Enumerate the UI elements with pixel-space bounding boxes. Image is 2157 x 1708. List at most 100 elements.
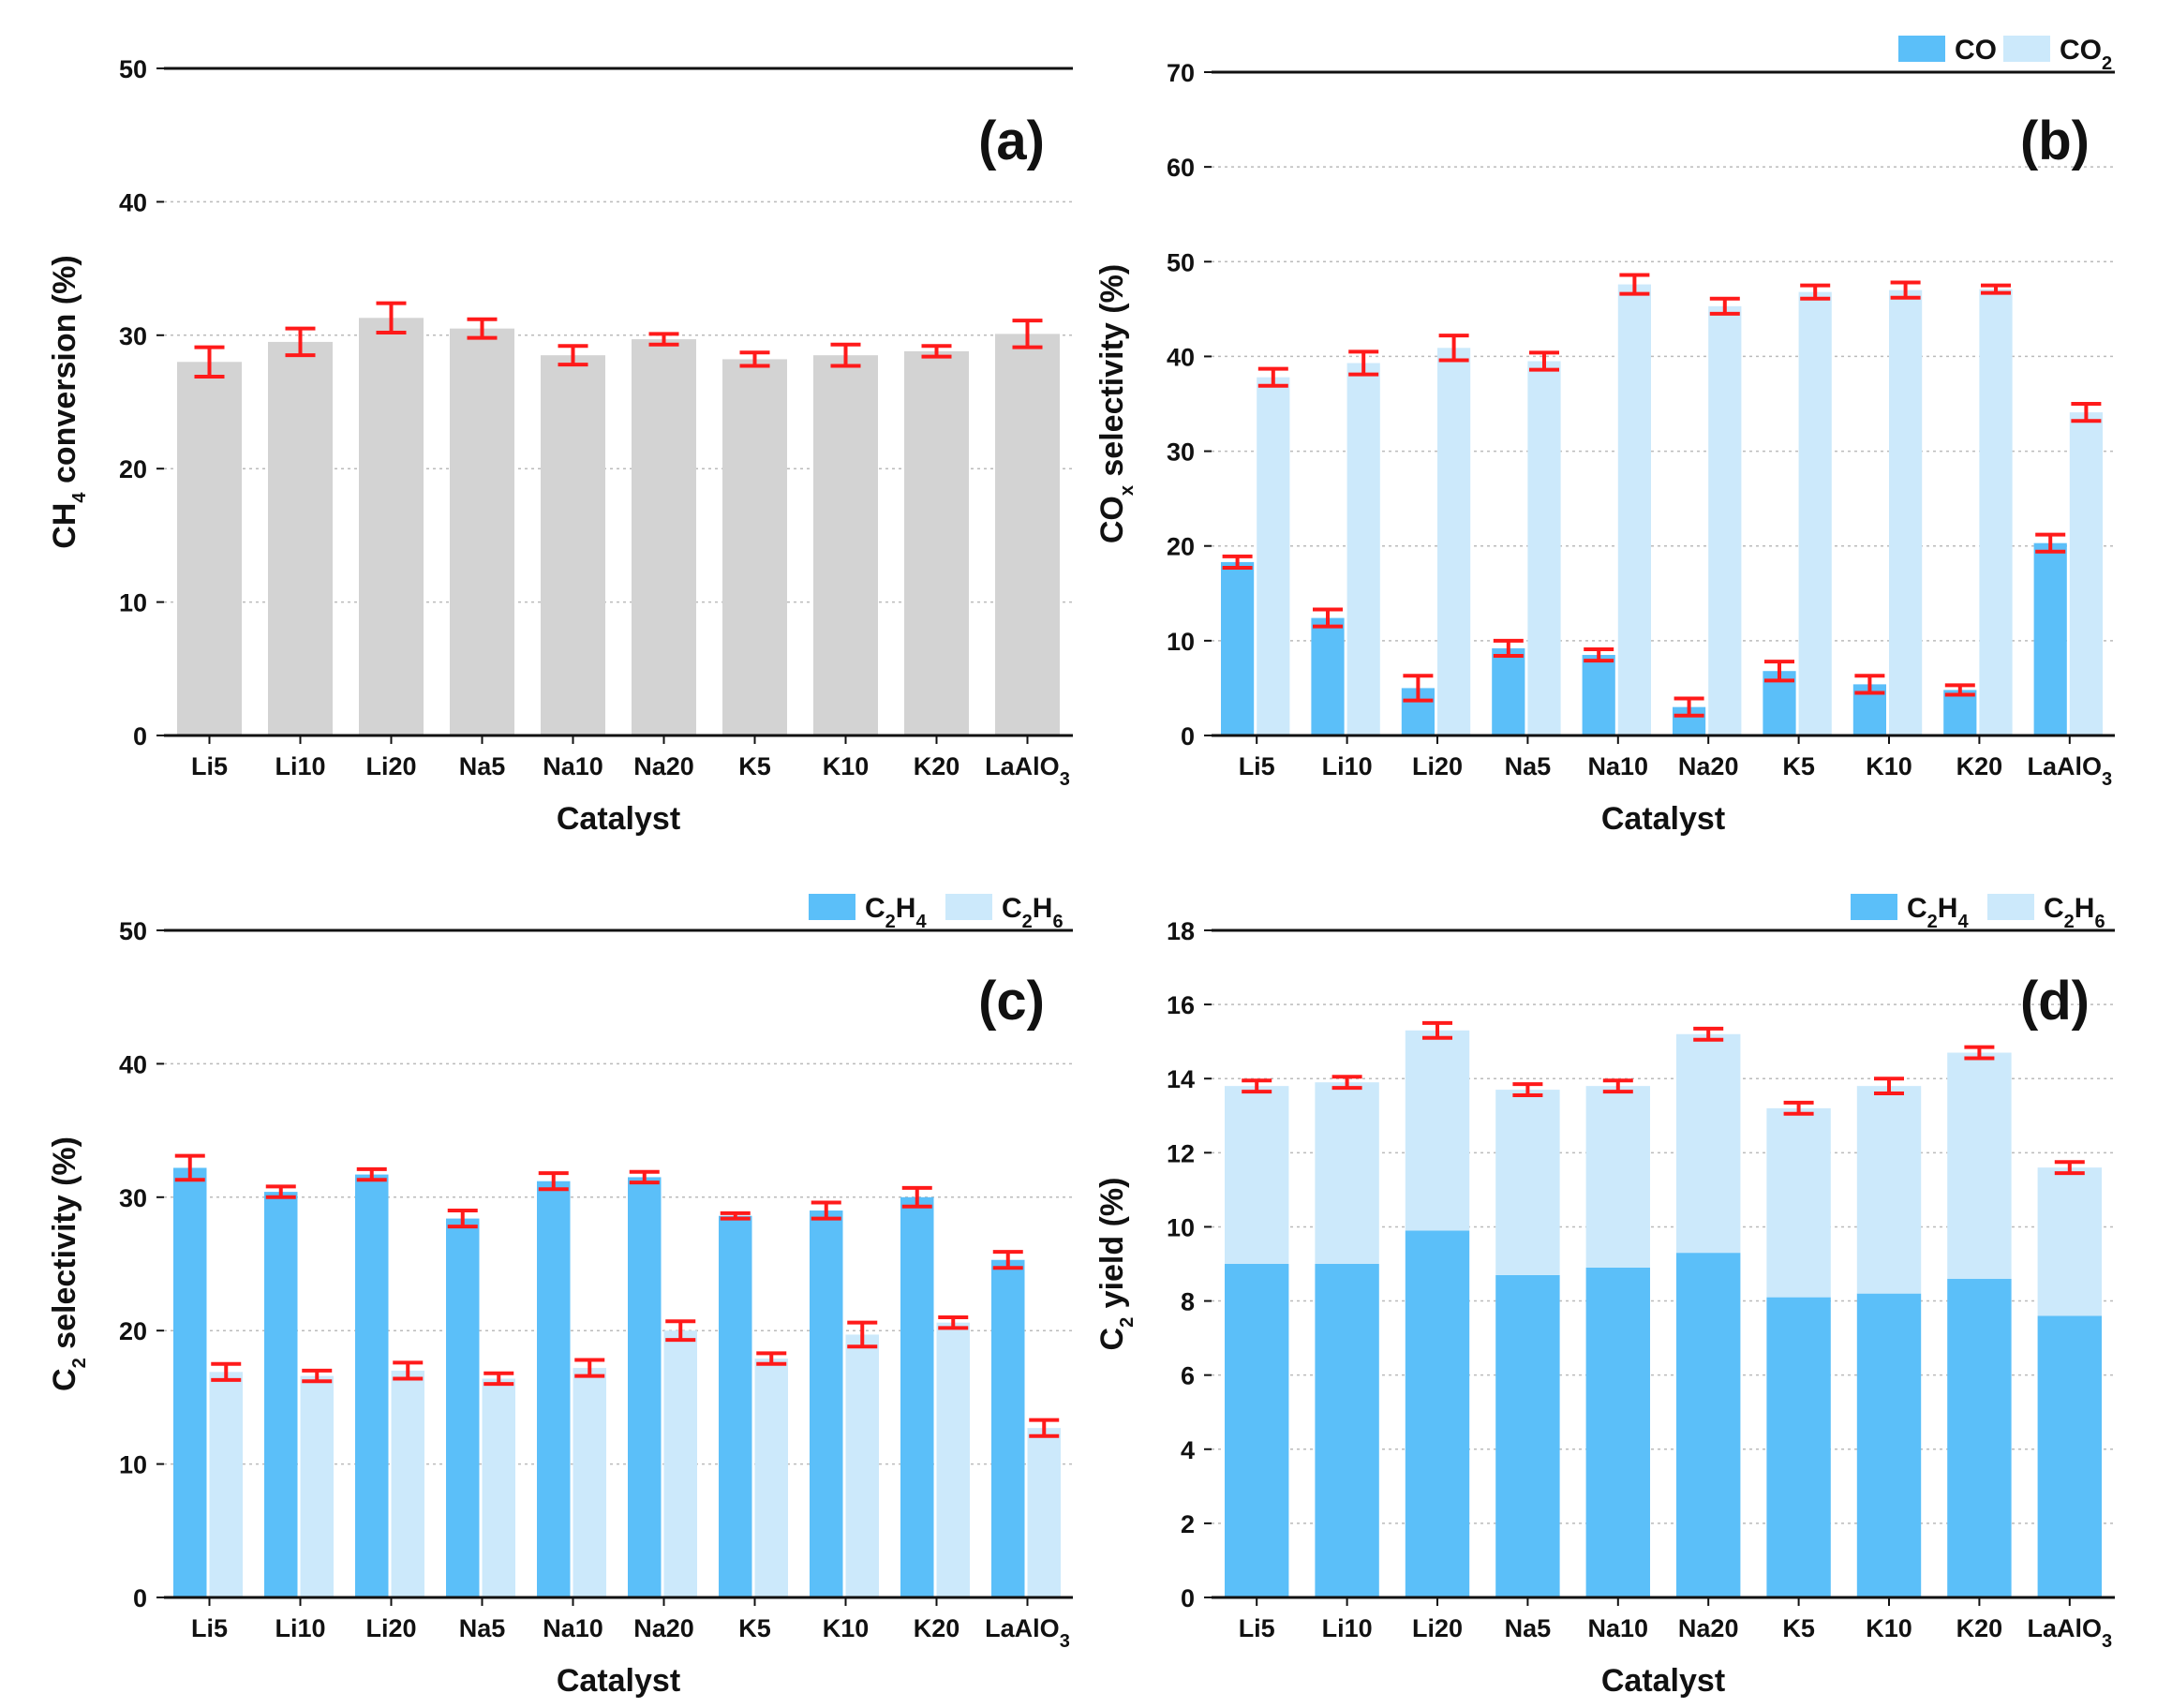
y-tick-label: 30 xyxy=(119,322,147,350)
y-axis-title: C2 selectivity (%) xyxy=(47,1136,90,1391)
bar-c2h4-k5 xyxy=(1766,1297,1831,1597)
y-tick-label: 70 xyxy=(1167,59,1195,87)
bar-co2-li5 xyxy=(1257,377,1290,735)
x-tick-label: K10 xyxy=(823,752,870,780)
x-tick-label: K20 xyxy=(914,752,960,780)
x-tick-label: Li10 xyxy=(1322,752,1373,780)
x-tick-label: Li10 xyxy=(1322,1614,1373,1642)
legend-swatch-c2h4 xyxy=(809,894,855,920)
bar-k10 xyxy=(813,355,878,735)
y-tick-label: 60 xyxy=(1167,154,1195,182)
x-tick-label: K20 xyxy=(914,1614,960,1642)
x-tick-label: Na5 xyxy=(459,752,506,780)
y-tick-label: 14 xyxy=(1167,1065,1195,1093)
bar-co2-na5 xyxy=(1527,361,1561,735)
x-tick-label: Na10 xyxy=(1588,1614,1649,1642)
bar-c2h6-na5 xyxy=(482,1378,515,1597)
y-axis-title: COx selectivity (%) xyxy=(1094,264,1138,543)
y-tick-label: 30 xyxy=(1167,438,1195,467)
y-tick-label: 10 xyxy=(119,1451,147,1479)
bar-c2h6-k20 xyxy=(1947,1052,2012,1279)
bar-co2-li10 xyxy=(1346,363,1380,735)
bar-k20 xyxy=(904,350,969,735)
bar-co-k20 xyxy=(1943,690,1977,735)
x-tick-label: Li5 xyxy=(1239,1614,1275,1642)
bar-c2h6-laalo3 xyxy=(2037,1167,2102,1316)
bar-c2h6-k20 xyxy=(936,1322,970,1597)
bar-li10 xyxy=(268,341,333,735)
bar-c2h4-na10 xyxy=(537,1181,571,1597)
y-tick-label: 20 xyxy=(119,1317,147,1345)
bar-c2h6-na20 xyxy=(1676,1033,1741,1254)
x-tick-label: Na20 xyxy=(1678,752,1739,780)
bar-c2h4-k5 xyxy=(719,1215,752,1597)
y-tick-label: 8 xyxy=(1181,1288,1195,1316)
x-axis-title: Catalyst xyxy=(557,1663,680,1699)
bar-co2-k20 xyxy=(1979,289,2013,735)
legend: CO CO2 xyxy=(1898,35,2112,74)
bar-li5 xyxy=(177,362,242,735)
bar-c2h4-li10 xyxy=(264,1192,298,1597)
x-tick-label: K10 xyxy=(1866,752,1912,780)
bar-c2h4-li10 xyxy=(1315,1264,1379,1597)
y-axis-title: C2 yield (%) xyxy=(1094,1178,1138,1351)
bar-li20 xyxy=(359,318,424,735)
y-axis-title: CH4 conversion (%) xyxy=(47,255,90,548)
y-tick-label: 0 xyxy=(1181,1584,1195,1612)
bar-c2h6-na10 xyxy=(1585,1086,1650,1268)
legend: C2H4 C2H6 xyxy=(809,893,1064,932)
legend-swatch-c2h6 xyxy=(945,894,992,920)
bar-k5 xyxy=(722,359,787,735)
x-tick-label: LaAlO3 xyxy=(985,752,1070,790)
y-tick-label: 10 xyxy=(119,589,147,617)
x-tick-label: K10 xyxy=(1866,1614,1912,1642)
bar-co-li5 xyxy=(1221,561,1255,735)
x-tick-label: Li20 xyxy=(1412,1614,1463,1642)
legend-label-c2h6: C2H6 xyxy=(1002,893,1064,932)
legend: C2H4 C2H6 xyxy=(1851,893,2105,932)
bar-c2h4-na10 xyxy=(1585,1267,1650,1597)
panel-label: (d) xyxy=(2020,971,2090,1032)
bar-co2-k10 xyxy=(1889,290,1923,735)
y-tick-label: 40 xyxy=(119,1050,147,1078)
y-tick-label: 0 xyxy=(1181,722,1195,750)
legend-label-c2h4: C2H4 xyxy=(1907,893,1969,932)
bar-c2h6-li5 xyxy=(1225,1086,1289,1264)
x-tick-label: Li20 xyxy=(1412,752,1463,780)
bar-c2h6-k5 xyxy=(754,1359,788,1597)
bar-c2h4-li20 xyxy=(355,1174,389,1597)
bar-c2h4-laalo3 xyxy=(991,1259,1025,1597)
x-tick-label: Li20 xyxy=(365,752,416,780)
x-axis-title: Catalyst xyxy=(1601,801,1725,837)
y-tick-label: 20 xyxy=(1167,533,1195,561)
bar-c2h6-k5 xyxy=(1766,1107,1831,1298)
bar-c2h4-li5 xyxy=(1225,1264,1289,1597)
x-tick-label: K20 xyxy=(1956,752,2003,780)
x-tick-label: Na10 xyxy=(1588,752,1649,780)
bar-co-na5 xyxy=(1492,647,1525,735)
x-tick-label: Na10 xyxy=(543,752,603,780)
bar-na5 xyxy=(450,328,514,735)
x-tick-label: Li5 xyxy=(191,1614,228,1642)
bar-co-li10 xyxy=(1311,617,1345,735)
x-tick-label: Na5 xyxy=(459,1614,506,1642)
x-axis-title: Catalyst xyxy=(557,801,680,837)
bar-co2-na20 xyxy=(1708,305,1742,735)
x-axis-title: Catalyst xyxy=(1601,1663,1725,1699)
y-tick-label: 10 xyxy=(1167,1213,1195,1241)
panel-label: (c) xyxy=(978,971,1045,1032)
legend-label-co: CO xyxy=(1955,35,1997,66)
bar-c2h6-k10 xyxy=(845,1334,879,1597)
x-tick-label: K5 xyxy=(738,752,771,780)
legend-label-c2h4: C2H4 xyxy=(865,893,927,932)
legend-swatch-co xyxy=(1898,36,1945,62)
y-tick-label: 50 xyxy=(119,55,147,83)
y-tick-label: 18 xyxy=(1167,917,1195,945)
x-tick-label: Li5 xyxy=(1239,752,1275,780)
x-tick-label: K5 xyxy=(1782,1614,1815,1642)
bar-c2h6-na20 xyxy=(663,1330,697,1597)
x-tick-label: Na10 xyxy=(543,1614,603,1642)
panel-label: (b) xyxy=(2020,111,2090,171)
bar-c2h6-li5 xyxy=(209,1372,243,1597)
x-tick-label: K10 xyxy=(823,1614,870,1642)
